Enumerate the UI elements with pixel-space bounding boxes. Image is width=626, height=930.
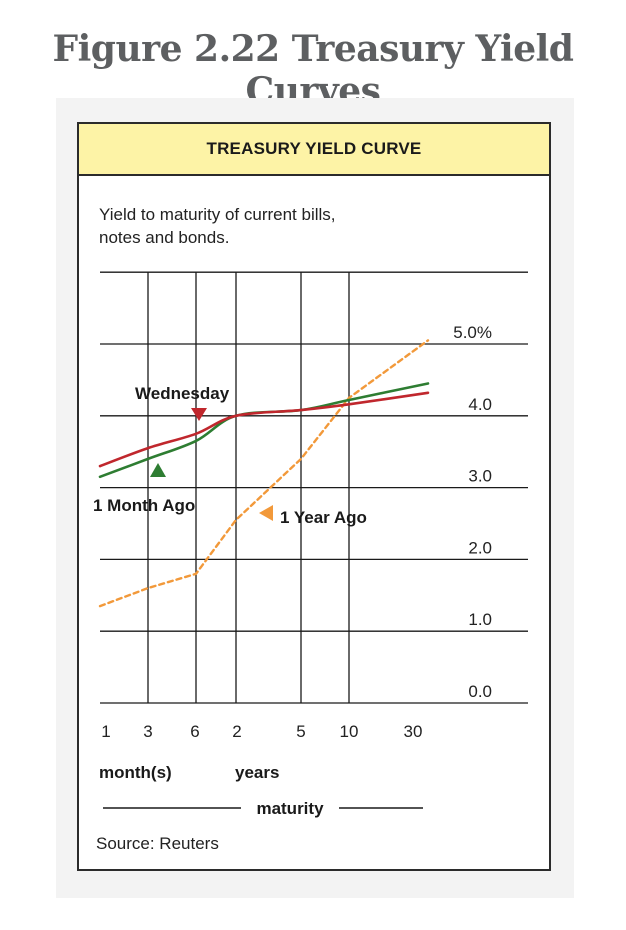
series-line-1-year-ago	[98, 339, 430, 608]
x-group-label-years: years	[235, 763, 279, 782]
y-tick-label: 2.0	[468, 538, 492, 557]
x-tick-label: 2	[232, 722, 241, 741]
series-label-wednesday: Wednesday	[135, 384, 230, 403]
y-tick-label: 3.0	[468, 467, 492, 486]
x-tick-label: 1	[101, 722, 110, 741]
y-tick-label: 1.0	[468, 610, 492, 629]
y-axis-tick-labels: 0.0 1.0 2.0 3.0 4.0 5.0%	[453, 323, 492, 701]
one-month-ago-marker	[150, 463, 166, 477]
chart-title: TREASURY YIELD CURVE	[206, 139, 422, 158]
x-axis-label-maturity: maturity	[256, 799, 324, 818]
x-axis-tick-labels: 1 3 6 2 5 10 30	[101, 722, 422, 741]
chart-card: TREASURY YIELD CURVE	[77, 122, 551, 871]
series-line-wednesday	[98, 391, 430, 468]
x-tick-label: 10	[340, 722, 359, 741]
series-label-1-year-ago: 1 Year Ago	[280, 508, 367, 527]
x-tick-label: 6	[190, 722, 199, 741]
series-label-1-month-ago: 1 Month Ago	[93, 496, 195, 515]
x-group-label-months: month(s)	[99, 763, 172, 782]
chart-subtitle-line-2: notes and bonds.	[99, 228, 229, 247]
one-year-ago-marker	[259, 505, 273, 521]
x-tick-label: 30	[404, 722, 423, 741]
x-tick-label: 5	[296, 722, 305, 741]
figure-title: Figure 2.22 Treasury Yield Curves	[52, 28, 574, 112]
grid	[100, 271, 528, 704]
source-note: Source: Reuters	[96, 834, 219, 853]
chart-header: TREASURY YIELD CURVE	[79, 124, 549, 176]
y-tick-label: 4.0	[468, 395, 492, 414]
y-tick-label: 5.0%	[453, 323, 492, 342]
wednesday-marker	[191, 408, 207, 421]
x-tick-label: 3	[143, 722, 152, 741]
series-lines	[98, 339, 430, 608]
chart-subtitle-line-1: Yield to maturity of current bills,	[99, 205, 336, 224]
y-tick-label: 0.0	[468, 682, 492, 701]
